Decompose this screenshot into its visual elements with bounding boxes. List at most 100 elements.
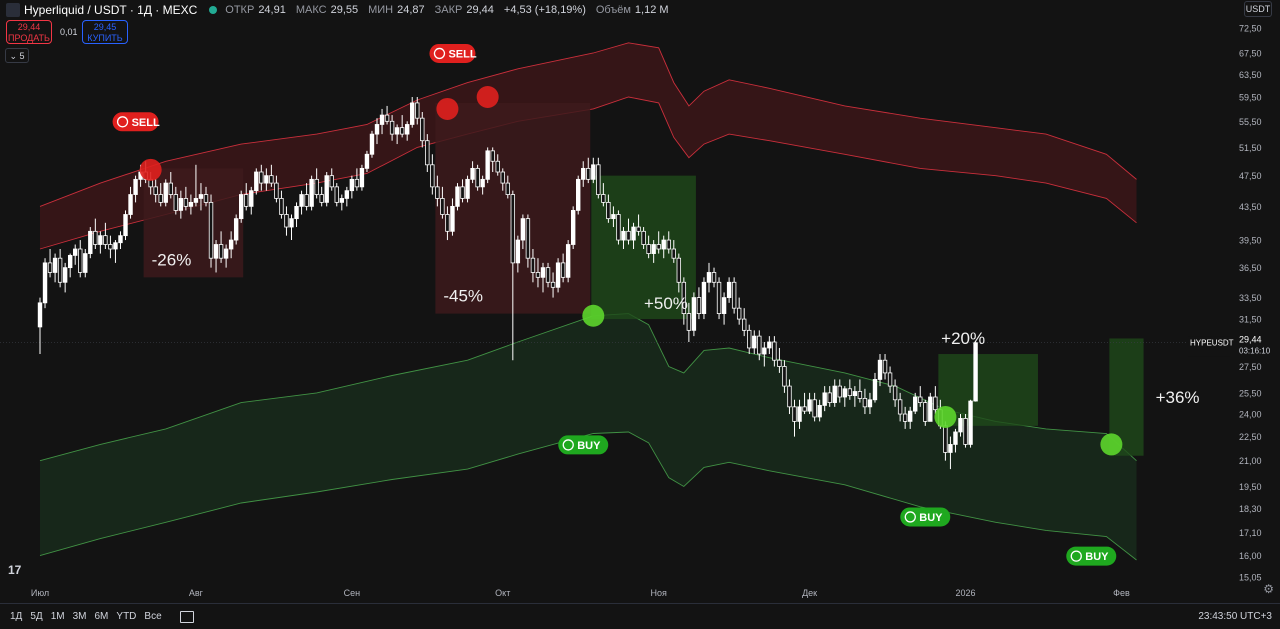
candle-body xyxy=(490,150,495,162)
candle-body xyxy=(425,140,430,166)
candle-body xyxy=(123,214,128,237)
candle-body xyxy=(404,124,410,135)
indicators-collapse-button[interactable]: ⌄ 5 xyxy=(5,48,29,63)
candle-body xyxy=(872,379,878,401)
buy-signal-badge: BUY xyxy=(1066,546,1117,566)
candle-body xyxy=(62,267,68,283)
candle-body xyxy=(913,396,918,412)
currency-selector[interactable]: USDT xyxy=(1244,1,1272,17)
timeframe-5d-button[interactable]: 5Д xyxy=(30,611,43,622)
calendar-icon[interactable] xyxy=(179,610,194,623)
sell-signal-dot xyxy=(476,86,499,109)
y-tick-label: 39,50 xyxy=(1239,236,1262,246)
candle-body xyxy=(259,171,264,184)
candle-body xyxy=(928,396,933,422)
y-tick-label: 15,05 xyxy=(1239,573,1262,583)
candle-body xyxy=(73,248,78,256)
timeframe-3m-button[interactable]: 3М xyxy=(72,611,87,622)
candle-body xyxy=(958,418,963,433)
candle-body xyxy=(415,102,420,119)
clock[interactable]: 23:43:50 UTC+3 xyxy=(1198,611,1272,622)
candle-body xyxy=(716,281,722,314)
candle-body xyxy=(319,194,324,203)
buy-badge-label: BUY xyxy=(577,440,601,452)
candle-body xyxy=(792,406,797,422)
candle-body xyxy=(163,182,168,203)
timeframe-1d-button[interactable]: 1Д xyxy=(10,611,23,622)
candle-body xyxy=(359,167,365,188)
candle-body xyxy=(586,167,591,180)
candle-body xyxy=(78,248,83,273)
candle-body xyxy=(364,153,370,169)
candle-body xyxy=(530,257,536,273)
candle-body xyxy=(762,347,767,355)
timeframe-all-button[interactable]: Все xyxy=(144,611,162,622)
buy-signal-badge: BUY xyxy=(900,507,951,527)
candle-body xyxy=(832,385,837,403)
candle-body xyxy=(470,167,475,180)
candle-body xyxy=(168,182,173,195)
candle-body xyxy=(299,194,304,207)
buy-price: 29,45 xyxy=(93,22,117,32)
candle-body xyxy=(948,444,953,453)
candle-body xyxy=(656,244,661,250)
candle-body xyxy=(636,226,641,232)
x-tick-label: 2026 xyxy=(956,588,976,598)
sell-signal-dot xyxy=(139,158,162,181)
y-tick-label: 67,50 xyxy=(1239,48,1262,58)
y-tick-label: 17,10 xyxy=(1239,528,1262,538)
candle-body xyxy=(691,297,697,331)
timeframe-1m-button[interactable]: 1М xyxy=(50,611,65,622)
settings-gear-icon[interactable]: ⚙ xyxy=(1263,582,1274,596)
sell-signal-badge: SELL xyxy=(112,112,160,132)
candle-body xyxy=(757,335,762,355)
x-tick-label: Дек xyxy=(802,588,817,598)
candle-body xyxy=(807,399,812,412)
candle-body xyxy=(324,175,329,203)
candle-body xyxy=(696,297,702,314)
x-axis: Июл Авг Сен Окт Ноя Дек 2026 Фев xyxy=(31,588,1130,598)
y-tick-label: 36,50 xyxy=(1239,263,1262,273)
candle-body xyxy=(329,175,334,188)
candle-body xyxy=(862,397,868,408)
sell-button[interactable]: 29,44 ПРОДАТЬ xyxy=(6,20,52,44)
y-tick-label: 21,00 xyxy=(1239,456,1262,466)
candle-body xyxy=(747,329,752,349)
y-tick-label: 25,50 xyxy=(1239,388,1262,398)
candle-body xyxy=(736,307,742,320)
timeframe-6m-button[interactable]: 6М xyxy=(94,611,109,622)
candle-body xyxy=(963,418,968,445)
lower-band-fill xyxy=(40,313,1137,560)
y-tick-label: 55,50 xyxy=(1239,117,1262,127)
candle-body xyxy=(953,431,958,445)
symbol-header: Hyperliquid / USDT · 1Д · MEXC ОТКР 24,91… xyxy=(6,2,675,18)
candle-body xyxy=(379,114,385,125)
price-tag-symbol: HYPEUSDT xyxy=(1190,339,1234,348)
zone-gain-label-4: +36% xyxy=(1156,388,1200,407)
candle-body xyxy=(621,230,626,241)
candle-body xyxy=(576,178,581,211)
candle-body xyxy=(309,178,314,207)
candle-body xyxy=(520,218,526,241)
candle-body xyxy=(545,267,551,283)
timeframe-ytd-button[interactable]: YTD xyxy=(116,611,137,622)
candle-body xyxy=(389,120,395,135)
y-axis: 72,50 67,50 63,50 59,50 55,50 51,50 47,50 43,50… xyxy=(1239,24,1262,583)
candle-body xyxy=(555,262,561,288)
volume-value: 1,12 M xyxy=(634,4,669,16)
candle-body xyxy=(706,272,712,283)
candle-body xyxy=(42,262,48,304)
x-tick-label: Ноя xyxy=(650,588,667,598)
candle-body xyxy=(445,214,450,232)
y-tick-label: 31,50 xyxy=(1239,315,1262,325)
buy-button[interactable]: 29,45 КУПИТЬ xyxy=(82,20,128,44)
candle-body xyxy=(731,281,737,309)
symbol-title[interactable]: Hyperliquid / USDT · 1Д · MEXC xyxy=(24,3,198,17)
sell-label: ПРОДАТЬ xyxy=(8,33,50,43)
tradingview-logo-icon[interactable]: 17 xyxy=(8,563,22,577)
candle-body xyxy=(847,388,853,397)
candle-body xyxy=(314,178,319,195)
candle-body xyxy=(485,150,490,180)
buy-signal-dot xyxy=(934,405,957,428)
